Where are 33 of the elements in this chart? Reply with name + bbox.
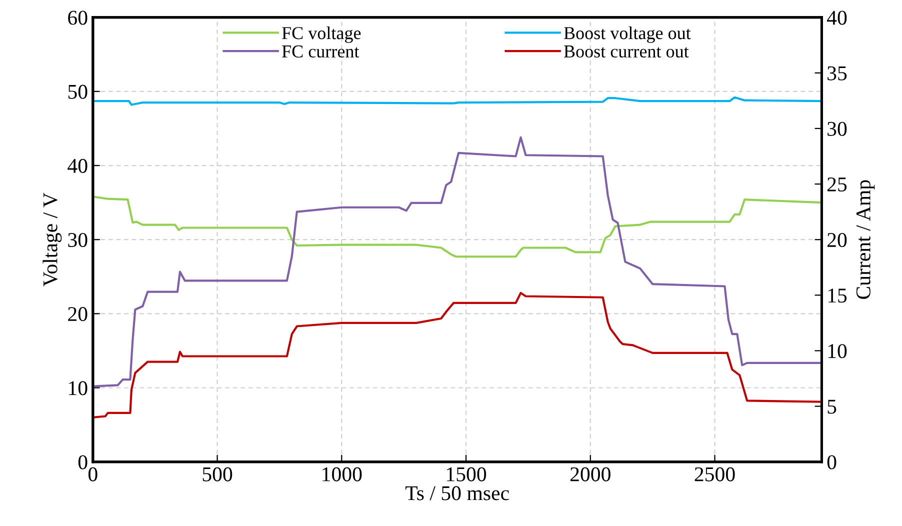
x-axis-title: Ts / 50 msec [405,486,509,500]
y2-tick-label: 35 [828,66,847,80]
legend-label: Boost current out [564,46,689,58]
y2-tick-label: 25 [828,177,847,192]
legend-label: FC current [282,45,360,58]
y2-tick-label: 0 [827,455,836,470]
y-tick-label: 30 [68,232,88,248]
line-series [92,96,822,106]
x-tick-label: 500 [202,467,232,482]
x-tick-label: 2000 [570,467,610,482]
y-tick-label: 20 [68,307,88,322]
y2-tick-label: 5 [828,400,836,414]
line-series [92,196,822,258]
y-axis-title: Voltage / V [42,192,62,286]
x-tick-label: 0 [88,467,98,482]
legend-label: FC voltage [282,26,361,43]
y2-tick-label: 20 [828,232,847,248]
y2-tick-label: 30 [828,122,847,136]
y2-tick-label: 15 [828,288,847,303]
y2-axis-title: Current / Amp [856,180,875,299]
y-tick-label: 50 [68,84,88,99]
y-tick-label: 0 [78,455,88,470]
y-tick-label: 60 [68,10,88,25]
line-series [92,292,822,418]
x-tick-label: 1500 [447,467,486,482]
y2-tick-label: 10 [828,344,847,358]
x-tick-label: 2500 [694,467,735,482]
legend-label: Boost voltage out [564,26,691,43]
x-tick-label: 1000 [322,467,362,482]
line-series [92,136,822,388]
y2-tick-label: 40 [826,10,847,25]
y-tick-label: 40 [68,158,88,173]
y-tick-label: 10 [69,381,88,396]
